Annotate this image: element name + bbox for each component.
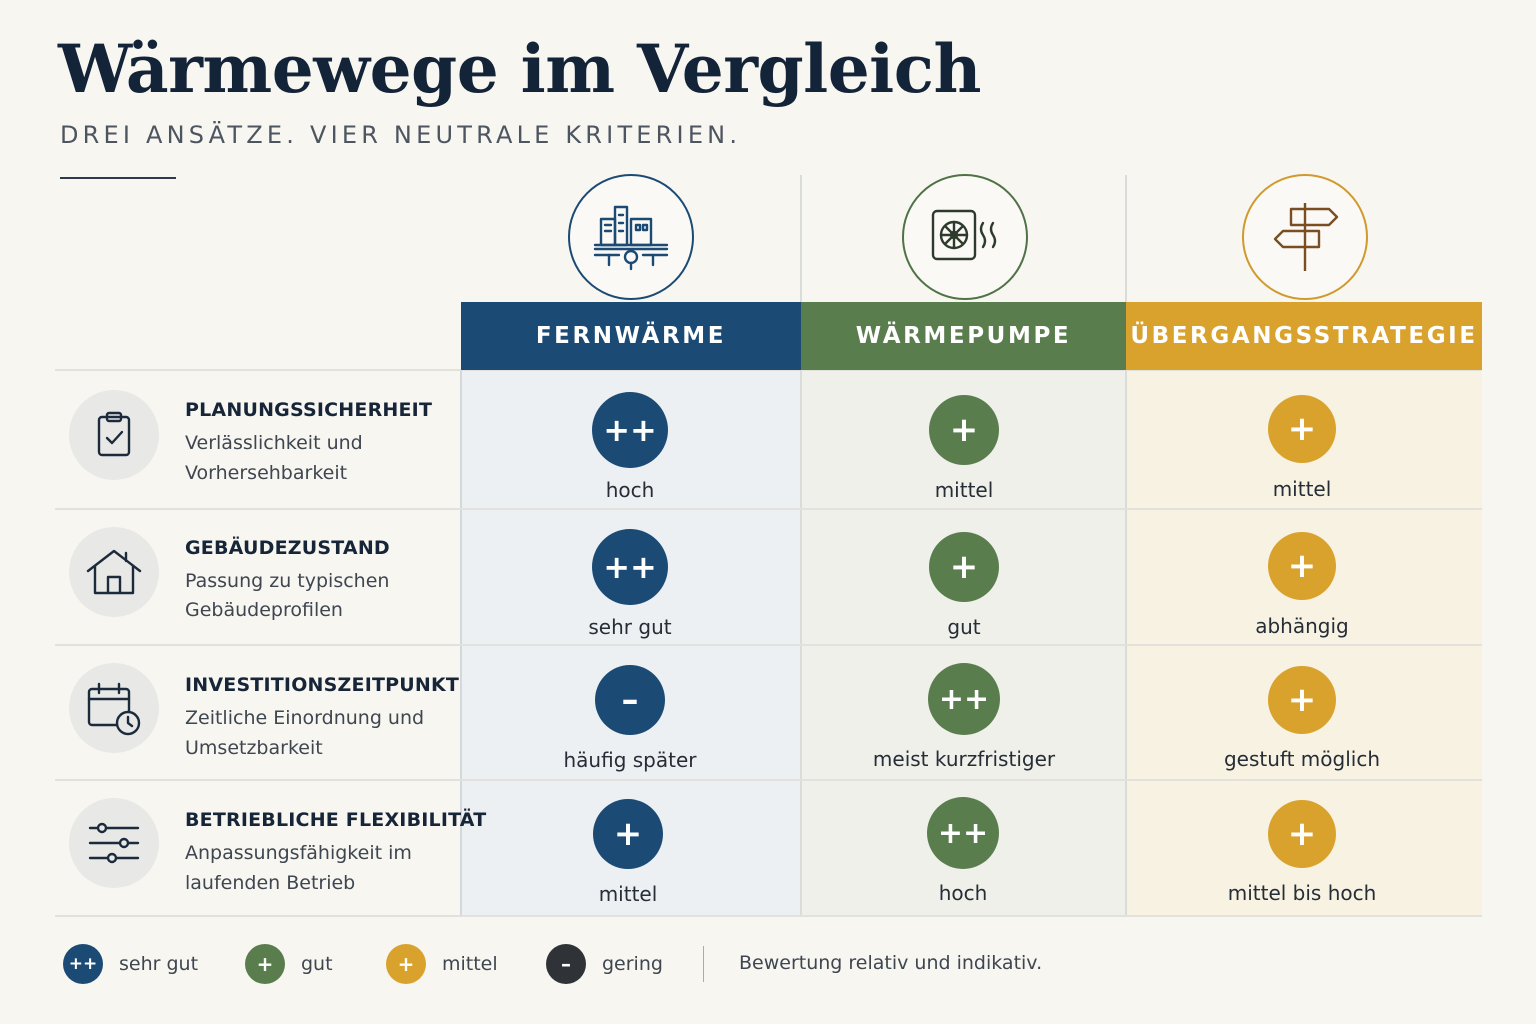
rating-label: mittel <box>598 882 658 906</box>
criterion-title-investitionszeitpunkt: INVESTITIONSZEITPUNKT <box>185 674 460 696</box>
signpost-icon <box>1242 174 1368 300</box>
row-divider <box>55 644 1482 646</box>
criterion-desc-line1: Zeitliche Einordnung und <box>185 707 425 729</box>
column-divider <box>460 370 462 916</box>
legend-item-sehr-gut: ++ sehr gut <box>63 944 198 984</box>
criterion-desc-line1: Passung zu typischen <box>185 570 390 592</box>
criterion-desc-line2: Vorhersehbarkeit <box>185 462 348 484</box>
criterion-desc-line2: Umsetzbarkeit <box>185 737 323 759</box>
legend-item-gut: + gut <box>245 944 333 984</box>
rating-badge: + <box>1268 666 1336 734</box>
rating-label: abhängig <box>1255 614 1349 638</box>
rating-label: hoch <box>605 478 655 502</box>
rating-label: gestuft möglich <box>1223 747 1381 771</box>
row-divider <box>55 508 1482 510</box>
calendar-clock-icon <box>69 663 159 753</box>
rating-cell: + gut <box>864 532 1064 639</box>
rating-badge: + <box>593 799 663 869</box>
rating-badge: + <box>929 395 999 465</box>
house-icon <box>69 527 159 617</box>
legend: ++ sehr gut + gut + mittel – gering Bewe… <box>0 944 1536 986</box>
rating-badge: + <box>929 532 999 602</box>
rating-label: meist kurzfristiger <box>872 747 1056 771</box>
rating-badge: + <box>1268 532 1336 600</box>
rating-cell: ++ sehr gut <box>530 529 730 639</box>
row-divider <box>55 779 1482 781</box>
legend-item-mittel: + mittel <box>386 944 498 984</box>
criterion-desc-line1: Verlässlichkeit und <box>185 432 363 454</box>
page-title: Wärmewege im Vergleich <box>58 30 981 108</box>
legend-label: sehr gut <box>119 953 199 975</box>
rating-label: gut <box>947 615 981 639</box>
rating-cell: + mittel <box>528 799 728 906</box>
rating-cell: ++ hoch <box>863 797 1063 905</box>
rating-label: häufig später <box>563 748 697 772</box>
criterion-title-gebaeudezustand: GEBÄUDEZUSTAND <box>185 537 390 559</box>
legend-label: gut <box>301 953 333 975</box>
legend-note: Bewertung relativ und indikativ. <box>739 952 1043 974</box>
rating-label: mittel <box>1272 477 1332 501</box>
sliders-icon <box>69 798 159 888</box>
rating-cell: + mittel <box>864 395 1064 502</box>
criterion-desc-line1: Anpassungsfähigkeit im <box>185 842 412 864</box>
rating-badge: + <box>1268 395 1336 463</box>
rating-label: sehr gut <box>588 615 672 639</box>
title-divider <box>60 177 176 179</box>
clipboard-check-icon <box>69 390 159 480</box>
rating-label: mittel bis hoch <box>1227 881 1377 905</box>
criterion-title-betriebliche-flexibilitaet: BETRIEBLICHE FLEXIBILITÄT <box>185 809 487 831</box>
legend-badge: + <box>245 944 285 984</box>
rating-cell: ++ meist kurzfristiger <box>849 663 1079 771</box>
column-header-waermepumpe: WÄRMEPUMPE <box>801 302 1126 370</box>
column-header-uebergangsstrategie: ÜBERGANGSSTRATEGIE <box>1126 302 1482 370</box>
legend-item-gering: – gering <box>546 944 663 984</box>
rating-label: hoch <box>938 881 988 905</box>
rating-badge: ++ <box>592 392 668 468</box>
column-divider <box>1125 175 1127 916</box>
legend-badge: ++ <box>63 944 103 984</box>
rating-cell: + mittel <box>1202 395 1402 501</box>
legend-label: mittel <box>442 953 498 975</box>
page-subtitle: DREI ANSÄTZE. VIER NEUTRALE KRITERIEN. <box>60 121 742 149</box>
column-header-fernwaerme: FERNWÄRME <box>461 302 801 370</box>
district-heating-icon <box>568 174 694 300</box>
column-divider <box>800 175 802 916</box>
rating-cell: ++ hoch <box>530 392 730 502</box>
criterion-desc-line2: Gebäudeprofilen <box>185 599 343 621</box>
rating-badge: ++ <box>928 663 1000 735</box>
rating-cell: – häufig später <box>530 665 730 772</box>
heat-pump-icon <box>902 174 1028 300</box>
row-divider <box>55 369 1482 371</box>
rating-cell: + gestuft möglich <box>1187 666 1417 771</box>
legend-label: gering <box>602 953 663 975</box>
rating-badge: + <box>1268 800 1336 868</box>
legend-badge: + <box>386 944 426 984</box>
rating-badge: ++ <box>927 797 999 869</box>
rating-cell: + mittel bis hoch <box>1187 800 1417 905</box>
row-divider <box>55 915 1482 917</box>
rating-label: mittel <box>934 478 994 502</box>
rating-cell: + abhängig <box>1202 532 1402 638</box>
legend-divider <box>703 946 704 982</box>
criterion-title-planungssicherheit: PLANUNGSSICHERHEIT <box>185 399 433 421</box>
criterion-desc-line2: laufenden Betrieb <box>185 872 356 894</box>
rating-badge: ++ <box>592 529 668 605</box>
legend-badge: – <box>546 944 586 984</box>
rating-badge: – <box>595 665 665 735</box>
